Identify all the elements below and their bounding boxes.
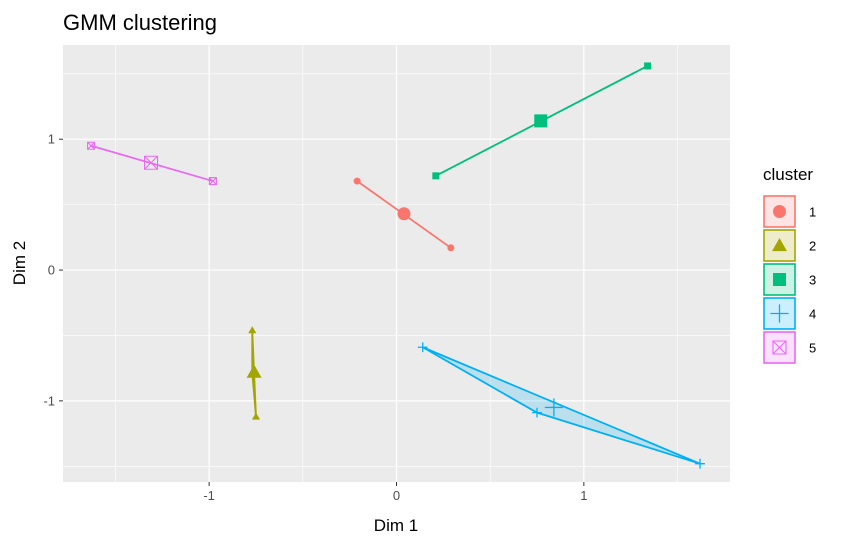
x-axis-title: Dim 1	[374, 516, 418, 535]
chart-title: GMM clustering	[63, 10, 217, 35]
legend-symbol-2	[772, 238, 787, 252]
cluster-3-point	[432, 172, 440, 180]
x-tick-label: 0	[393, 488, 400, 503]
y-tick-label: 1	[48, 132, 55, 147]
legend-symbol-1	[773, 205, 786, 218]
legend-label-2: 2	[809, 239, 816, 254]
legend-label-5: 5	[809, 341, 816, 356]
axes: -1 0 1 -1 0 1	[43, 132, 587, 503]
x-tick-label: -1	[203, 488, 215, 503]
cluster-5-center	[144, 155, 159, 170]
cluster-1-center	[397, 207, 411, 221]
cluster-points	[87, 62, 705, 469]
cluster-2-point	[251, 412, 261, 420]
y-tick-label: -1	[43, 393, 55, 408]
x-tick-label: 1	[580, 488, 587, 503]
cluster-4-center	[544, 398, 563, 417]
cluster-3-point	[644, 62, 652, 70]
legend-title: cluster	[763, 165, 813, 184]
legend: cluster 1 2 3 4 5	[763, 165, 816, 364]
legend-symbol-5	[772, 340, 787, 355]
cluster-4-point	[417, 342, 428, 353]
legend-key-3	[763, 263, 796, 296]
legend-label-3: 3	[809, 273, 816, 288]
y-axis-title: Dim 2	[10, 241, 29, 285]
cluster-2-point	[248, 326, 257, 334]
grid-layer	[63, 45, 730, 482]
legend-label-4: 4	[809, 307, 816, 322]
cluster-3-center	[534, 114, 548, 128]
cluster-5-point	[87, 141, 96, 150]
cluster-4-point	[695, 458, 705, 469]
cluster-4-point	[532, 407, 542, 418]
cluster-1-point	[447, 244, 455, 252]
legend-symbol-4	[770, 304, 789, 323]
cluster-2-center	[246, 364, 262, 378]
legend-label-1: 1	[809, 205, 816, 220]
cluster-5-point	[208, 177, 217, 186]
y-tick-label: 0	[48, 263, 55, 278]
cluster-4-hull	[422, 346, 701, 465]
legend-symbol-3	[773, 273, 786, 286]
cluster-1-point	[353, 177, 361, 185]
